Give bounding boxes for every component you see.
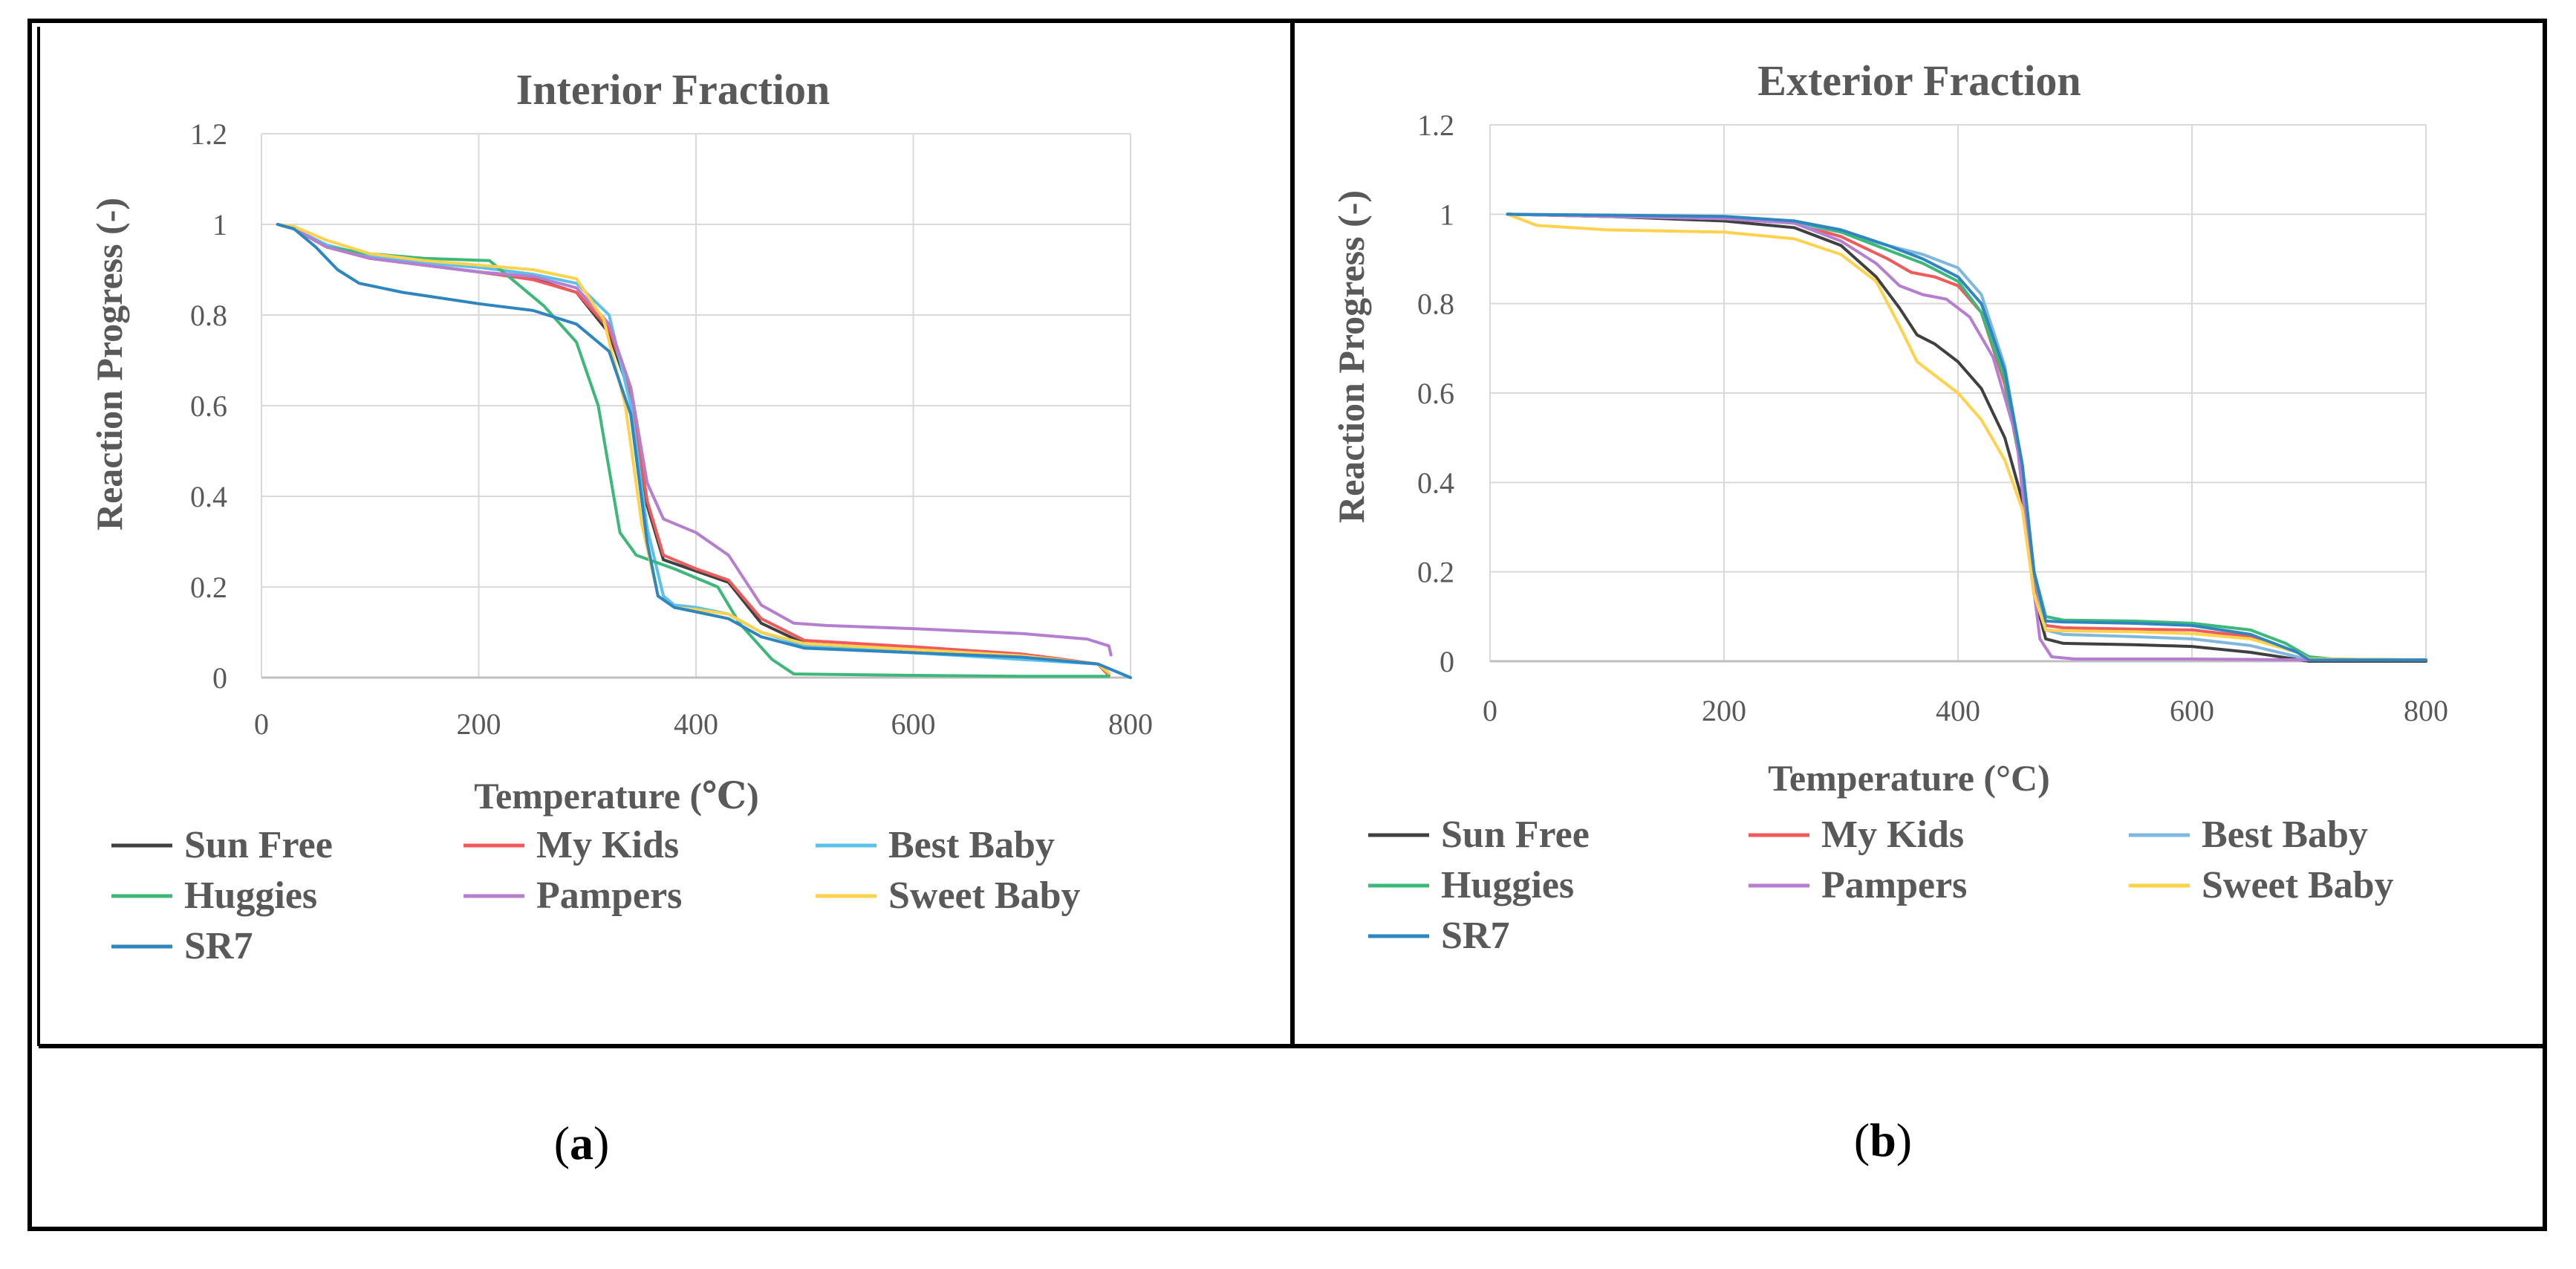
chart-b-legend-label-sr7: SR7 [1441, 915, 1509, 957]
chart-a-legend-label-best-baby: Best Baby [888, 824, 1055, 866]
chart-b-x-tick-label: 0 [1483, 694, 1497, 727]
chart-b-x-axis-title: Temperature (°C) [1768, 757, 2050, 799]
chart-a-series-lines [276, 223, 1132, 679]
chart-b-x-tick-label: 800 [2404, 694, 2448, 727]
chart-b-title: Exterior Fraction [1757, 56, 2081, 105]
chart-a-x-tick-label: 800 [1108, 707, 1153, 741]
chart-b-x-tick-label: 200 [1702, 694, 1746, 727]
chart-b-legend-label-pampers: Pampers [1821, 864, 1967, 906]
chart-a-series-sr7 [276, 223, 1132, 679]
chart-a-series-pampers [276, 223, 1113, 657]
chart-b-legend-label-my-kids: My Kids [1821, 814, 1964, 856]
chart-b-y-axis-title: Reaction Progress (-) [1330, 190, 1372, 523]
chart-b-x-tick-label: 400 [1936, 694, 1980, 727]
chart-a-x-ticks: 0 200 400 600 800 [254, 707, 1153, 741]
chart-b-y-ticks: 0 0.2 0.4 0.6 0.8 1 1.2 [1417, 108, 1454, 678]
chart-b-gridlines [1489, 124, 2427, 663]
chart-b-y-tick-label: 0.6 [1417, 377, 1454, 410]
chart-b-y-tick-label: 0.4 [1417, 466, 1454, 499]
chart-a-y-axis-title: Reaction Progress (-) [88, 198, 130, 530]
chart-a-y-tick-label: 1.2 [190, 117, 227, 151]
chart-a-y-tick-label: 0.8 [190, 299, 227, 332]
chart-b-series-sweet-baby [1506, 212, 2427, 662]
chart-interior-fraction: Interior Fraction 0 0.2 0.4 0.6 0.8 1 1.2 0 200… [88, 65, 1153, 967]
chart-b-y-tick-label: 1.2 [1417, 108, 1454, 142]
chart-a-x-tick-label: 400 [674, 707, 718, 741]
chart-a-x-axis-title: Temperature (℃) [474, 775, 758, 817]
chart-b-series-sun-free [1506, 212, 2427, 663]
chart-a-y-ticks: 0 0.2 0.4 0.6 0.8 1 1.2 [190, 117, 227, 695]
chart-b-x-tick-label: 600 [2170, 694, 2214, 727]
chart-b-legend-label-best-baby: Best Baby [2202, 814, 2368, 856]
chart-a-title: Interior Fraction [516, 65, 830, 114]
chart-b-x-ticks: 0 200 400 600 800 [1483, 694, 2448, 727]
figure-frame [27, 19, 2547, 1231]
panel-label-b: (b) [1854, 1114, 1912, 1166]
chart-b-y-tick-label: 0.2 [1417, 556, 1454, 589]
chart-exterior-fraction: Exterior Fraction 0 0.2 0.4 0.6 0.8 1 1.2 0 200… [1330, 56, 2448, 957]
chart-a-y-tick-label: 1 [212, 208, 227, 241]
chart-a-legend-label-my-kids: My Kids [536, 824, 679, 866]
chart-a-y-tick-label: 0.6 [190, 389, 227, 423]
chart-a-x-tick-label: 200 [457, 707, 501, 741]
chart-b-y-tick-label: 0 [1440, 645, 1454, 678]
chart-b-legend-label-huggies: Huggies [1441, 864, 1574, 906]
chart-a-legend-label-pampers: Pampers [536, 874, 682, 917]
chart-a-y-tick-label: 0.4 [190, 480, 227, 513]
chart-a-gridlines [261, 133, 1131, 679]
chart-a-legend-label-huggies: Huggies [184, 874, 317, 917]
chart-b-series-lines [1506, 212, 2427, 663]
chart-a-y-tick-label: 0 [212, 661, 227, 695]
chart-a-y-tick-label: 0.2 [190, 571, 227, 604]
chart-a-x-tick-label: 600 [891, 707, 936, 741]
chart-a-x-tick-label: 0 [254, 707, 269, 741]
chart-a-legend-label-sr7: SR7 [184, 925, 253, 967]
chart-a-legend: Sun Free My Kids Best Baby Huggies Pampers Sw… [111, 824, 1081, 967]
chart-b-series-sr7 [1506, 212, 2427, 662]
chart-a-series-sweet-baby [276, 223, 1110, 675]
chart-b-legend: Sun Free My Kids Best Baby Huggies Pampers Sw… [1368, 814, 2394, 957]
chart-b-legend-label-sun-free: Sun Free [1441, 814, 1590, 856]
chart-b-series-pampers [1506, 212, 2427, 662]
chart-a-legend-label-sweet-baby: Sweet Baby [888, 874, 1081, 917]
chart-b-legend-label-sweet-baby: Sweet Baby [2202, 864, 2394, 906]
chart-a-legend-label-sun-free: Sun Free [184, 824, 333, 866]
chart-b-y-tick-label: 0.8 [1417, 288, 1454, 321]
panel-label-a: (a) [554, 1117, 610, 1169]
chart-b-y-tick-label: 1 [1440, 198, 1454, 231]
